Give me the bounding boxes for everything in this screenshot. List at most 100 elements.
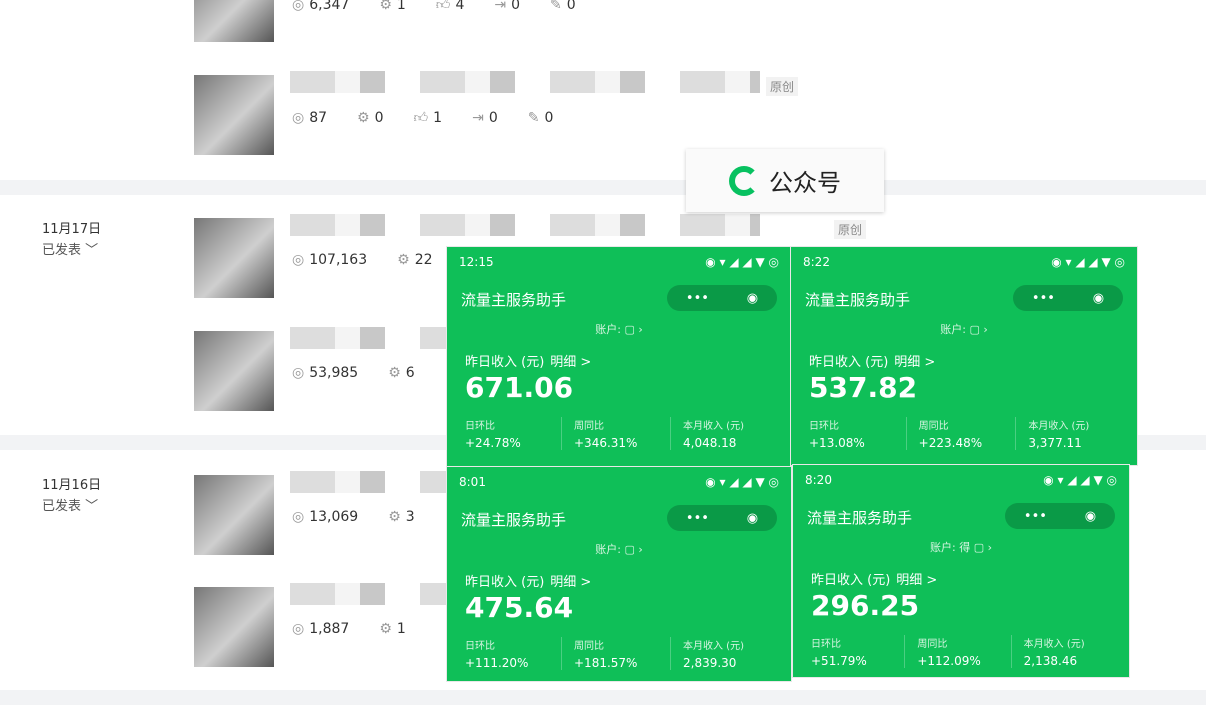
official-account-label: 公众号 xyxy=(686,149,884,212)
views-stat: ◎ 53,985 xyxy=(292,365,359,381)
more-icon: ••• xyxy=(685,510,709,526)
article-thumbnail[interactable] xyxy=(194,331,274,411)
detail-link[interactable]: 明细 > xyxy=(894,355,936,370)
article-thumbnail[interactable] xyxy=(194,587,274,667)
account-selector[interactable]: 账户: ▢ › xyxy=(595,543,643,556)
gear-icon: ⚙ xyxy=(379,621,392,637)
likes-stat: 👍︎ 4 xyxy=(436,0,465,13)
article-stats: ◎ 6,347 ⚙ 1 👍︎ 4 ⇥ 0 ✎ 0 xyxy=(292,0,576,13)
gear-icon: ⚙ xyxy=(397,252,410,268)
detail-link[interactable]: 明细 > xyxy=(896,573,938,588)
app-title: 流量主服务助手 xyxy=(805,291,911,309)
more-icon: ••• xyxy=(1023,508,1047,524)
more-icon: ••• xyxy=(1031,290,1055,306)
forwards-stat: ⇥ 0 xyxy=(494,0,520,13)
eye-icon: ◎ xyxy=(292,252,305,268)
article-title-blurred[interactable] xyxy=(290,214,760,236)
detail-link[interactable]: 明细 > xyxy=(550,355,592,370)
yesterday-income-label: 昨日收入 (元) 明细 > xyxy=(465,355,592,370)
miniprogram-capsule[interactable]: ••• ◉ xyxy=(1005,503,1115,529)
yesterday-income-amount: 475.64 xyxy=(465,591,574,624)
forward-icon: ⇥ xyxy=(494,0,507,13)
status-dropdown[interactable]: 已发表 ﹀ xyxy=(42,243,99,258)
article-stats: ◎ 53,985 ⚙ 6 xyxy=(292,365,415,381)
eye-icon: ◎ xyxy=(292,509,305,525)
status-icons: ◉ ▾ ◢ ◢ ▼ ◎ xyxy=(1051,255,1125,269)
gear-icon: ⚙ xyxy=(357,109,370,126)
day-over-day: 日环比 +111.20% xyxy=(465,641,529,670)
status-bar: 8:01 ◉ ▾ ◢ ◢ ▼ ◎ xyxy=(459,475,779,489)
status-icons: ◉ ▾ ◢ ◢ ▼ ◎ xyxy=(705,475,779,489)
week-over-week: 周同比 +223.48% xyxy=(905,417,1016,450)
close-circle-icon: ◉ xyxy=(1092,290,1105,306)
app-title: 流量主服务助手 xyxy=(461,511,567,529)
revenue-screenshot: 12:15 ◉ ▾ ◢ ◢ ▼ ◎ 流量主服务助手 ••• ◉ 账户: ▢ › 昨日… xyxy=(446,246,792,468)
eye-icon: ◎ xyxy=(292,0,305,13)
article-thumbnail[interactable] xyxy=(194,0,274,42)
group-date: 11月17日 xyxy=(42,222,102,237)
revenue-screenshot: 8:22 ◉ ▾ ◢ ◢ ▼ ◎ 流量主服务助手 ••• ◉ 账户: ▢ › 昨日收… xyxy=(790,246,1138,466)
views-stat: ◎ 1,887 xyxy=(292,621,350,637)
article-title-blurred[interactable] xyxy=(290,71,760,93)
forwards-stat: ⇥ 0 xyxy=(472,109,498,126)
wechat-official-account-logo xyxy=(729,165,759,196)
likes-stat: 👍︎ 1 xyxy=(413,109,443,127)
status-dropdown[interactable]: 已发表 ﹀ xyxy=(42,499,99,514)
close-circle-icon: ◉ xyxy=(746,510,759,526)
revenue-screenshot: 8:01 ◉ ▾ ◢ ◢ ▼ ◎ 流量主服务助手 ••• ◉ 账户: ▢ › 昨日收… xyxy=(446,466,792,682)
day-over-day: 日环比 +13.08% xyxy=(809,421,865,450)
shares-stat: ⚙ 3 xyxy=(388,509,415,525)
week-over-week: 周同比 +346.31% xyxy=(561,417,670,450)
yesterday-income-label: 昨日收入 (元) 明细 > xyxy=(811,573,938,588)
month-income: 本月收入 (元) 2,839.30 xyxy=(670,637,779,670)
close-circle-icon: ◉ xyxy=(746,290,759,306)
eye-icon: ◎ xyxy=(292,109,305,126)
original-tag: 原创 xyxy=(766,77,799,96)
shares-stat: ⚙ 6 xyxy=(388,365,415,381)
forward-icon: ⇥ xyxy=(472,109,484,126)
yesterday-income-amount: 296.25 xyxy=(811,589,920,622)
status-bar: 12:15 ◉ ▾ ◢ ◢ ▼ ◎ xyxy=(459,255,779,269)
article-thumbnail[interactable] xyxy=(194,75,274,155)
article-stats: ◎ 13,069 ⚙ 3 xyxy=(292,509,415,525)
week-over-week: 周同比 +181.57% xyxy=(561,637,670,670)
month-income: 本月收入 (元) 4,048.18 xyxy=(670,417,779,450)
original-tag: 原创 xyxy=(834,220,867,239)
yesterday-income-amount: 537.82 xyxy=(809,371,918,404)
article-stats: ◎ 107,163 ⚙ 22 xyxy=(292,252,433,268)
views-stat: ◎ 6,347 xyxy=(292,0,349,13)
close-circle-icon: ◉ xyxy=(1084,508,1097,524)
views-stat: ◎ 13,069 xyxy=(292,509,359,525)
eye-icon: ◎ xyxy=(292,621,305,637)
views-stat: ◎ 107,163 xyxy=(292,252,368,268)
pen-icon: ✎ xyxy=(527,109,540,126)
shares-stat: ⚙ 1 xyxy=(379,621,406,637)
views-stat: ◎ 87 xyxy=(292,109,328,126)
thumbs-up-icon: 👍︎ xyxy=(435,0,451,13)
app-title: 流量主服务助手 xyxy=(807,509,913,527)
app-title: 流量主服务助手 xyxy=(461,291,567,309)
account-selector[interactable]: 账户: ▢ › xyxy=(595,323,643,336)
day-over-day: 日环比 +51.79% xyxy=(811,639,867,668)
month-income: 本月收入 (元) 2,138.46 xyxy=(1010,635,1117,668)
yesterday-income-amount: 671.06 xyxy=(465,371,574,404)
shares-stat: ⚙ 0 xyxy=(357,109,384,126)
account-selector[interactable]: 账户: ▢ › xyxy=(940,323,988,336)
miniprogram-capsule[interactable]: ••• ◉ xyxy=(667,285,777,311)
detail-link[interactable]: 明细 > xyxy=(550,575,592,590)
yesterday-income-label: 昨日收入 (元) 明细 > xyxy=(809,355,936,370)
week-over-week: 周同比 +112.09% xyxy=(904,635,1010,668)
status-icons: ◉ ▾ ◢ ◢ ▼ ◎ xyxy=(1043,473,1117,487)
account-selector[interactable]: 账户: 得 ▢ › xyxy=(930,541,992,554)
gear-icon: ⚙ xyxy=(388,365,401,381)
article-thumbnail[interactable] xyxy=(194,475,274,555)
status-bar: 8:20 ◉ ▾ ◢ ◢ ▼ ◎ xyxy=(805,473,1117,487)
article-stats: ◎ 1,887 ⚙ 1 xyxy=(292,621,406,637)
miniprogram-capsule[interactable]: ••• ◉ xyxy=(1013,285,1123,311)
gear-icon: ⚙ xyxy=(388,509,401,525)
miniprogram-capsule[interactable]: ••• ◉ xyxy=(667,505,777,531)
more-icon: ••• xyxy=(685,290,709,306)
article-thumbnail[interactable] xyxy=(194,218,274,298)
gear-icon: ⚙ xyxy=(379,0,392,13)
revenue-screenshot: 8:20 ◉ ▾ ◢ ◢ ▼ ◎ 流量主服务助手 ••• ◉ 账户: 得 ▢ › 昨… xyxy=(792,464,1130,678)
